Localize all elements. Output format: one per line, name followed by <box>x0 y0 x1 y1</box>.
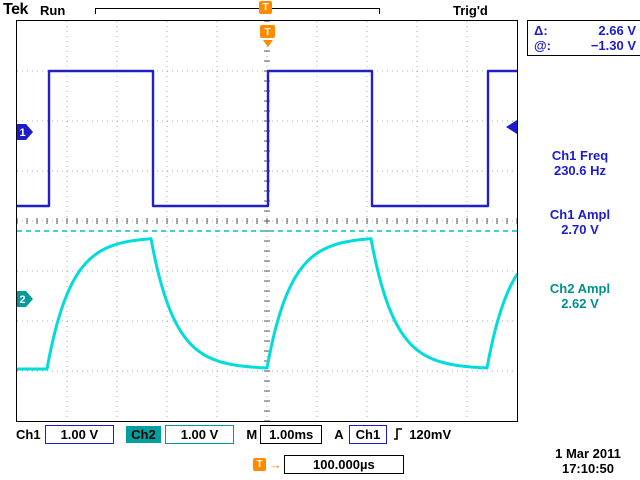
measurement-value: 230.6 Hz <box>553 163 607 178</box>
ch1-scale-readout: 1.00 V <box>44 425 115 444</box>
measurement-label: Ch1 Ampl <box>549 207 611 222</box>
trigger-position-marker: T <box>260 25 275 47</box>
rising-edge-icon <box>393 426 403 444</box>
date-text: 1 Mar 2011 <box>555 446 621 461</box>
timebase-readout: 1.00ms <box>260 425 323 444</box>
delay-arrow-icon: → <box>269 457 282 472</box>
trigger-status: Trig'd <box>453 3 488 18</box>
delay-readout: 100.000µs <box>284 455 404 474</box>
measurement-ch1-freq: Ch1 Freq 230.6 Hz <box>521 148 639 178</box>
tek-logo: Tek <box>3 1 28 18</box>
status-bar: Ch1 1.00 V Ch2 1.00 V M 1.00ms A Ch1 120… <box>16 425 536 444</box>
ch1-marker: 1 <box>17 124 33 140</box>
cursor-delta-value: 2.66 V <box>598 23 636 38</box>
cursor-delta-label: Δ: <box>534 23 548 38</box>
ch1-label: Ch1 <box>16 427 41 442</box>
trigger-level-arrow <box>506 120 517 134</box>
acquisition-status: Run <box>40 3 66 18</box>
datetime: 1 Mar 2011 17:10:50 <box>538 446 638 476</box>
trigger-position-t: T <box>264 27 270 38</box>
measurement-ch1-ampl: Ch1 Ampl 2.70 V <box>521 207 639 237</box>
measurement-value: 2.62 V <box>561 296 599 311</box>
measurement-label: Ch1 Freq <box>551 148 609 163</box>
trigger-window-marker-icon: T <box>259 1 272 14</box>
acquisition-window-bracket <box>95 8 380 9</box>
svg-text:2: 2 <box>20 294 26 306</box>
ch2-marker: 2 <box>17 291 33 307</box>
cursor-at-label: @: <box>534 38 552 53</box>
ch2-scale-readout: 1.00 V <box>164 425 235 444</box>
cursor-at-value: −1.30 V <box>590 38 636 53</box>
cursor-readout-box: Δ: 2.66 V @: −1.30 V <box>527 20 640 56</box>
graticule-svg: T 1 2 <box>15 20 519 422</box>
measurement-label: Ch2 Ampl <box>549 281 611 296</box>
timebase-label: M <box>246 427 258 442</box>
waveform-layer <box>15 69 519 371</box>
svg-text:1: 1 <box>20 127 26 139</box>
trigger-mode-label: A <box>334 427 344 442</box>
ch2-label: Ch2 <box>126 426 161 443</box>
measurement-ch2-ampl: Ch2 Ampl 2.62 V <box>521 281 639 311</box>
trigger-source-readout: Ch1 <box>348 425 388 444</box>
delay-marker-icon: T <box>253 458 266 471</box>
trigger-level-readout: 120mV <box>409 427 452 442</box>
graticule: T 1 2 <box>15 20 519 422</box>
time-text: 17:10:50 <box>561 461 615 476</box>
measurement-value: 2.70 V <box>561 222 599 237</box>
bracket-right-tick <box>379 8 380 14</box>
bracket-left-tick <box>95 8 96 14</box>
